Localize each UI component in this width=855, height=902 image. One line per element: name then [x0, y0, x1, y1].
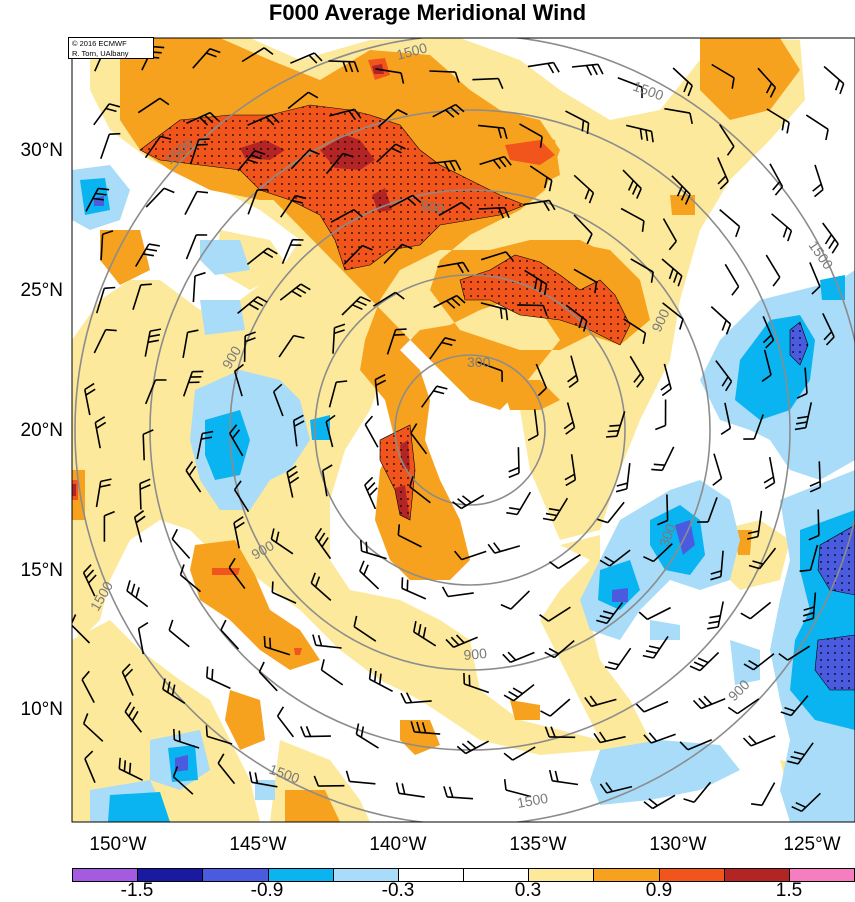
wind-barb	[667, 495, 668, 521]
wind-barb	[818, 510, 819, 536]
wind-barb-flag	[106, 330, 117, 331]
lon-label: 125°W	[767, 835, 855, 855]
wind-barb-flag	[206, 726, 207, 737]
wind-barb-flag	[398, 524, 399, 535]
wind-barb-flag	[272, 581, 273, 592]
wind-barb-flag	[366, 542, 367, 553]
lon-label: 130°W	[633, 835, 723, 855]
lat-label: 15°N	[21, 561, 63, 581]
wind-barb-flag	[104, 288, 115, 289]
wind-barb-flag	[197, 144, 208, 145]
wind-barb-flag	[264, 636, 265, 647]
credit-box: © 2016 ECMWF R. Torn, UAlbany	[68, 37, 154, 59]
colorbar-label: -0.3	[368, 880, 428, 902]
wind-barb	[305, 736, 331, 737]
wind-barb	[517, 305, 543, 306]
wind-barb-flag	[608, 431, 619, 432]
wind-barb-flag	[396, 329, 407, 330]
wind-barb	[329, 61, 355, 62]
wind-barb-flag	[199, 139, 210, 140]
wind-barb	[143, 434, 144, 460]
wind-barb	[140, 484, 141, 510]
wind-barb	[245, 336, 246, 362]
wind-barb	[472, 79, 498, 80]
wind-barb-flag	[119, 758, 120, 769]
credit-line-1: © 2016 ECMWF	[72, 39, 150, 49]
wind-barb-flag	[361, 540, 362, 551]
wind-barb-flag	[606, 436, 617, 437]
wind-barb-flag	[402, 577, 403, 588]
wind-barb	[429, 71, 455, 72]
chart-title: F000 Average Meridional Wind	[0, 0, 855, 26]
wind-barb-flag	[651, 469, 662, 470]
wind-barb	[518, 447, 519, 473]
wind-barb	[819, 461, 820, 487]
contour-label: 300	[467, 354, 491, 370]
wind-barb-flag	[174, 729, 175, 740]
contour-label: 900	[463, 645, 488, 663]
colorbar-label: 0.3	[498, 880, 558, 902]
colorbar-label: 1.5	[759, 880, 819, 902]
colorbar-label: -1.5	[107, 880, 167, 902]
wind-barb-flag	[207, 667, 208, 678]
wind-barb-flag	[654, 464, 665, 465]
lat-label: 30°N	[21, 141, 63, 161]
lon-label: 140°W	[353, 835, 443, 855]
wind-barb-flag	[141, 284, 152, 285]
lon-label: 150°W	[73, 835, 163, 855]
wind-barb-flag	[179, 731, 180, 742]
wind-barb-flag	[153, 47, 164, 48]
lat-label: 10°N	[21, 700, 63, 720]
colorbar-label: -0.9	[237, 880, 297, 902]
wind-barb-flag	[609, 425, 620, 426]
wind-barb-flag	[109, 134, 120, 135]
wind-barb-flag	[130, 763, 131, 774]
lat-label: 25°N	[21, 281, 63, 301]
wind-barb-flag	[800, 570, 811, 571]
colorbar-label: 0.9	[629, 880, 689, 902]
wind-barb-flag	[212, 669, 213, 680]
wind-barb-flag	[124, 760, 125, 771]
lon-label: 135°W	[493, 835, 583, 855]
credit-line-2: R. Torn, UAlbany	[72, 49, 150, 59]
lat-label: 20°N	[21, 421, 63, 441]
wind-barb-flag	[270, 638, 271, 649]
lon-label: 145°W	[213, 835, 303, 855]
colorbar	[72, 868, 855, 882]
wind-barb-flag	[394, 335, 405, 336]
